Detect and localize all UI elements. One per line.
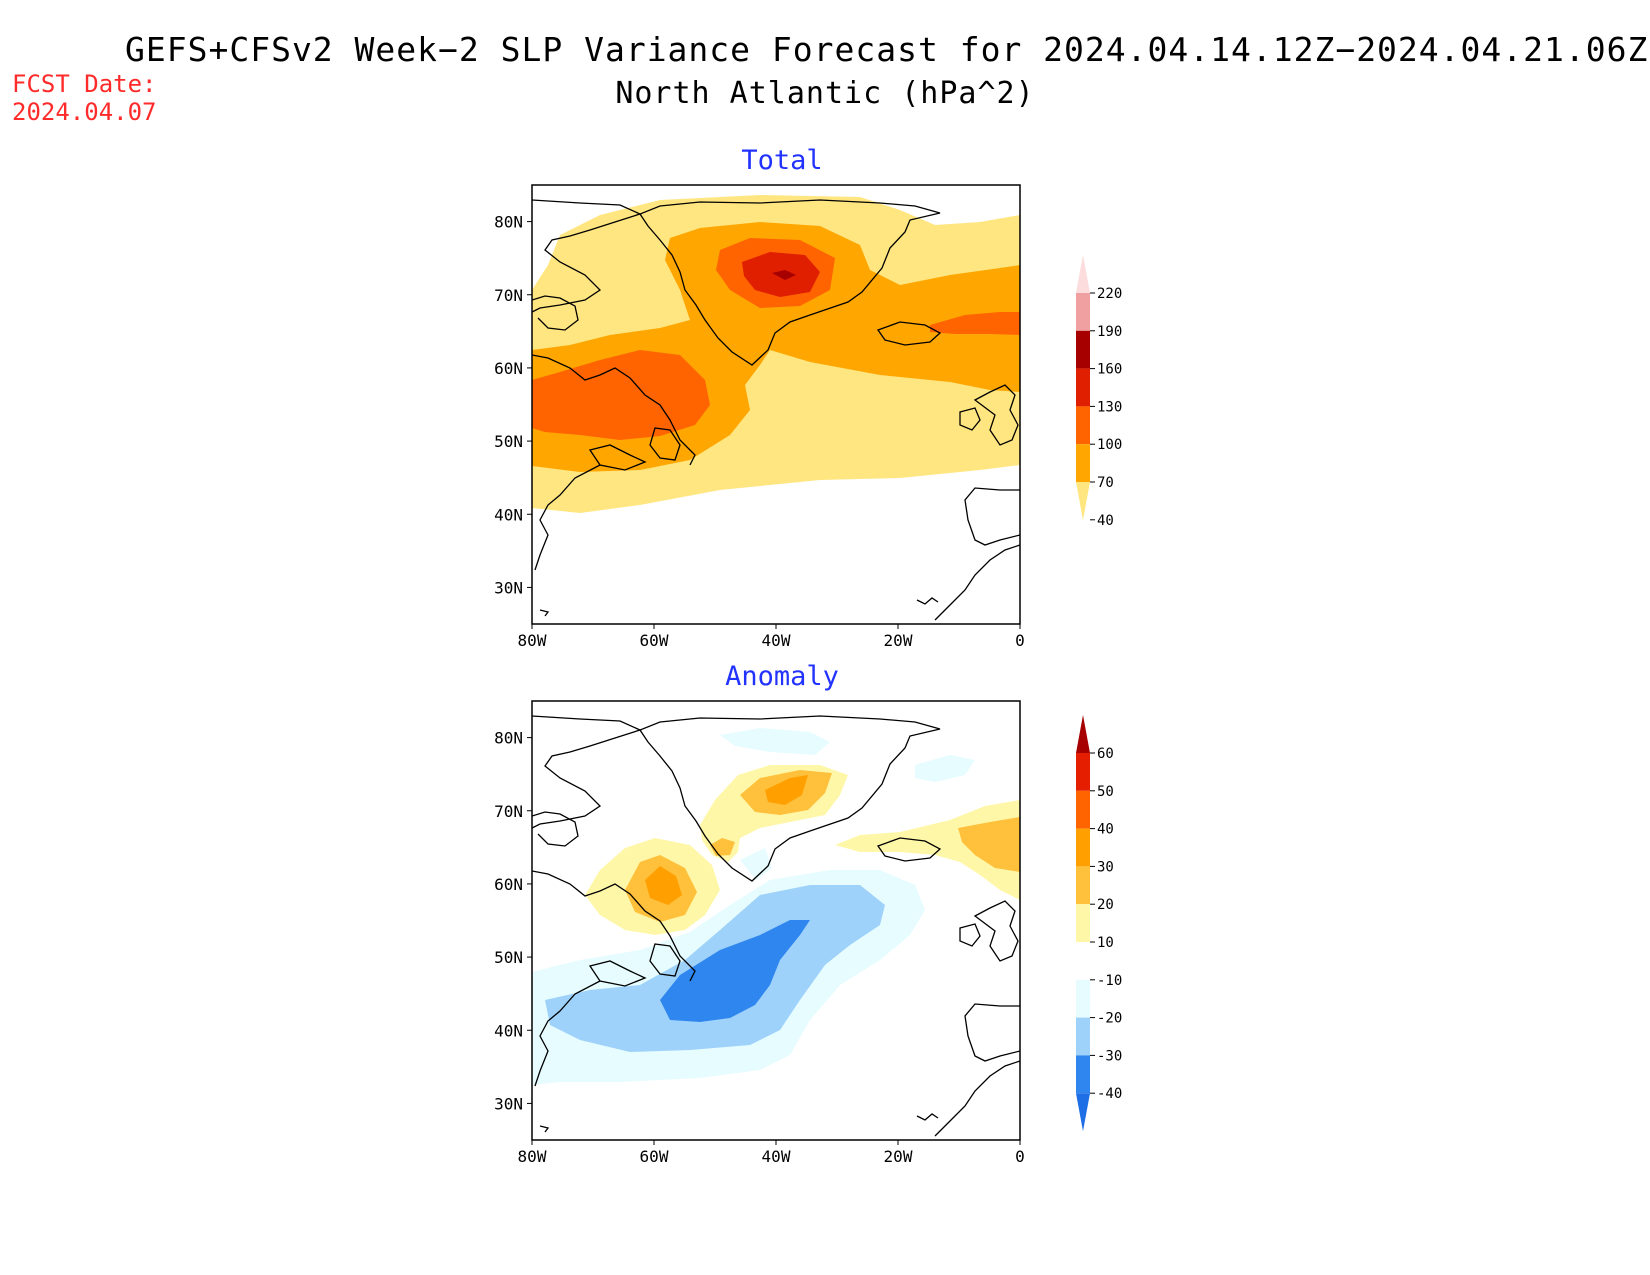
lat-label-anomaly: 50N — [494, 948, 523, 967]
lon-label-anomaly: 40W — [762, 1147, 791, 1166]
anomaly-colorbar-swatch — [1076, 790, 1090, 829]
lon-label-total: 80W — [518, 631, 547, 650]
total-colorbar-upper-extension — [1076, 255, 1090, 293]
anomaly-colorbar-label: 30 — [1097, 859, 1114, 875]
anomaly-colorbar-swatch — [1076, 979, 1090, 1018]
anomaly-colorbar-swatch — [1076, 904, 1090, 942]
lat-label-anomaly: 60N — [494, 875, 523, 894]
total-colorbar-label: 190 — [1097, 324, 1122, 340]
anomaly-colorbar-label: -40 — [1097, 1086, 1122, 1102]
lon-label-anomaly: 80W — [518, 1147, 547, 1166]
lat-label-total: 30N — [494, 578, 523, 597]
anomaly-colorbar-label: 50 — [1097, 784, 1114, 800]
anomaly-colorbar-label: -20 — [1097, 1011, 1122, 1027]
anomaly-colorbar-upper-extension — [1076, 715, 1090, 753]
anomaly-colorbar-lower-extension — [1076, 1093, 1090, 1132]
lon-label-total: 0 — [1015, 631, 1025, 650]
lat-label-total: 70N — [494, 286, 523, 305]
lat-label-total: 50N — [494, 432, 523, 451]
total-colorbar-swatch — [1076, 444, 1090, 482]
total-colorbar-swatch — [1076, 330, 1090, 369]
panel-title-total: Total — [741, 145, 823, 176]
lon-label-total: 60W — [640, 631, 669, 650]
panel-title-anomaly: Anomaly — [725, 661, 839, 692]
map-panel-total — [531, 184, 1021, 625]
anomaly-colorbar-label: 20 — [1097, 897, 1114, 913]
colorbars: 220 190 160 130 100 70 40 60 50 40 30 20 10 -10 -20 -30… — [1076, 255, 1122, 1132]
lon-label-anomaly: 20W — [884, 1147, 913, 1166]
main-subtitle: North Atlantic (hPa^2) — [615, 76, 1035, 111]
total-colorbar-label: 130 — [1097, 399, 1122, 415]
total-colorbar-label: 220 — [1097, 286, 1122, 302]
anomaly-colorbar-swatch — [1076, 828, 1090, 867]
lat-label-total: 60N — [494, 359, 523, 378]
anomaly-shading — [532, 728, 1020, 1085]
total-colorbar-swatch — [1076, 293, 1090, 331]
total-colorbar-label: 100 — [1097, 437, 1122, 453]
lat-label-total: 80N — [494, 213, 523, 232]
anomaly-colorbar-label: 60 — [1097, 746, 1114, 762]
anomaly-colorbar-swatch — [1076, 1055, 1090, 1094]
map-axes: 80W 60W 40W 20W 0 80N 70N 60N 50N 40N 30N 80W 60W 40W… — [494, 213, 1025, 1166]
lon-label-anomaly: 0 — [1015, 1147, 1025, 1166]
anomaly-colorbar-swatch — [1076, 753, 1090, 791]
total-colorbar-label: 160 — [1097, 362, 1122, 378]
total-colorbar-swatch — [1076, 368, 1090, 407]
lat-label-total: 40N — [494, 505, 523, 524]
total-colorbar-swatch — [1076, 406, 1090, 445]
lon-label-total: 40W — [762, 631, 791, 650]
total-colorbar-label: 70 — [1097, 475, 1114, 491]
total-colorbar-lower-extension — [1076, 482, 1090, 520]
anomaly-colorbar-swatch — [1076, 866, 1090, 905]
lat-label-anomaly: 30N — [494, 1094, 523, 1113]
total-colorbar-label: 40 — [1097, 513, 1114, 529]
main-title: GEFS+CFSv2 Week−2 SLP Variance Forecast … — [125, 30, 1649, 69]
anomaly-colorbar-label: 10 — [1097, 935, 1114, 951]
anomaly-colorbar-label: 40 — [1097, 822, 1114, 838]
anomaly-colorbar-label: -10 — [1097, 973, 1122, 989]
map-panel-anomaly — [531, 700, 1021, 1141]
forecast-date-label: FCST Date: — [12, 70, 157, 98]
anomaly-colorbar-swatch — [1076, 942, 1090, 980]
lon-label-anomaly: 60W — [640, 1147, 669, 1166]
lat-label-anomaly: 70N — [494, 802, 523, 821]
lat-label-anomaly: 80N — [494, 729, 523, 748]
forecast-date-value: 2024.04.07 — [12, 98, 157, 126]
lat-label-anomaly: 40N — [494, 1021, 523, 1040]
total-shading — [532, 195, 1020, 513]
anomaly-colorbar-label: -30 — [1097, 1048, 1122, 1064]
anomaly-colorbar-swatch — [1076, 1017, 1090, 1056]
lon-label-total: 20W — [884, 631, 913, 650]
